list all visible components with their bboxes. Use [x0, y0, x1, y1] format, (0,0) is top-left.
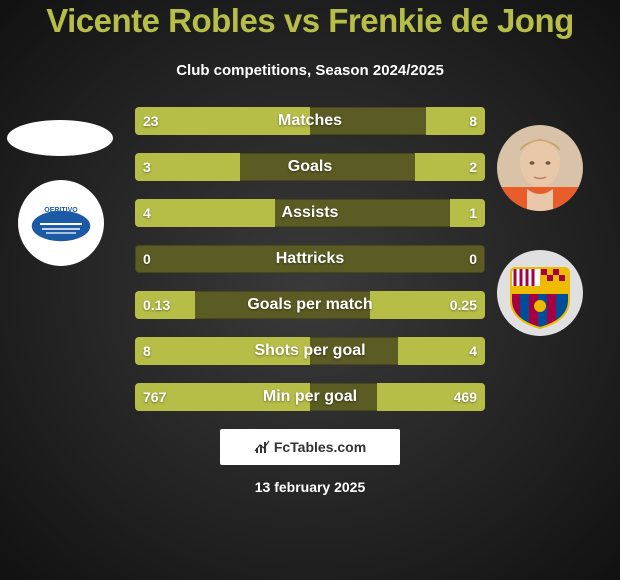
attribution-badge: FcTables.com — [220, 429, 400, 465]
player-left-photo — [7, 120, 113, 156]
club-badge-left: OERITIVO — [18, 180, 104, 266]
club-badge-right — [497, 250, 583, 336]
stat-label: Min per goal — [135, 388, 485, 406]
attribution-text: FcTables.com — [274, 439, 366, 455]
stat-label: Goals per match — [135, 296, 485, 314]
page-date: 13 february 2025 — [0, 479, 620, 495]
page-subtitle: Club competitions, Season 2024/2025 — [0, 62, 620, 79]
stat-label: Matches — [135, 112, 485, 130]
stat-row: 84Shots per goal — [135, 337, 485, 365]
player-right-photo — [497, 125, 583, 211]
svg-text:OERITIVO: OERITIVO — [44, 207, 78, 214]
stat-row: 41Assists — [135, 199, 485, 227]
stat-row: 767469Min per goal — [135, 383, 485, 411]
stat-row: 238Matches — [135, 107, 485, 135]
stat-row: 32Goals — [135, 153, 485, 181]
stat-label: Shots per goal — [135, 342, 485, 360]
comparison-bars: 238Matches 32Goals 41Assists 00Hattricks 0.1… — [135, 107, 485, 411]
stat-label: Hattricks — [135, 250, 485, 268]
page-title: Vicente Robles vs Frenkie de Jong — [0, 2, 620, 40]
stat-row: 00Hattricks — [135, 245, 485, 273]
stat-label: Goals — [135, 158, 485, 176]
stat-row: 0.130.25Goals per match — [135, 291, 485, 319]
stat-label: Assists — [135, 204, 485, 222]
